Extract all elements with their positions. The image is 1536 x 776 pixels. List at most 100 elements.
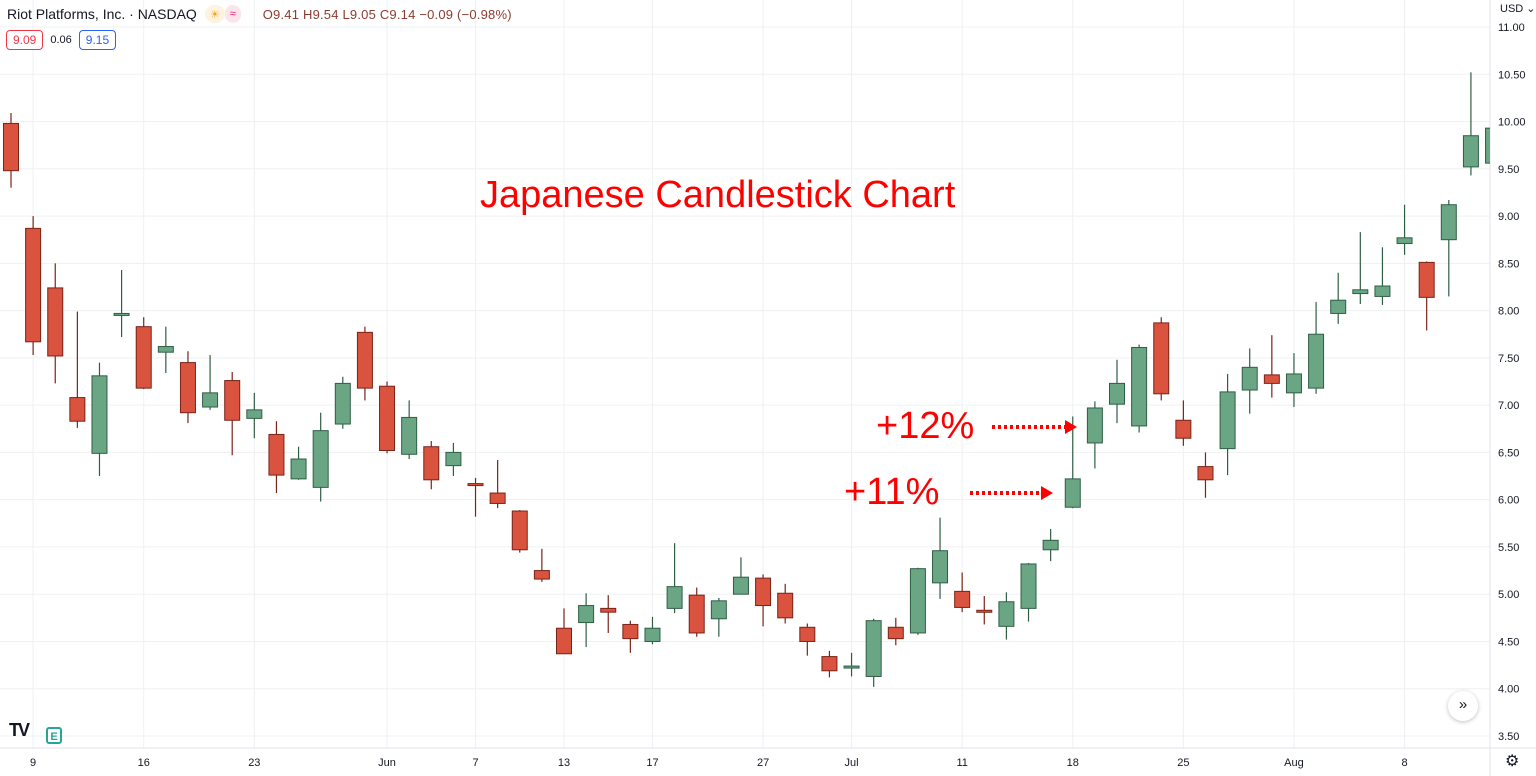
x-tick-label: 23: [248, 757, 260, 769]
candle-down: [179, 362, 196, 414]
annotation-plus-11: +11%: [844, 471, 940, 513]
candle-up: [710, 600, 727, 620]
candle-up: [290, 458, 307, 480]
scroll-to-realtime-button[interactable]: »: [1448, 691, 1478, 721]
candle-up: [1485, 127, 1490, 164]
symbol-header: Riot Platforms, Inc. · NASDAQ ☀ ≈ O9.41 …: [7, 5, 512, 23]
candle-up: [1109, 382, 1125, 405]
earnings-icon[interactable]: E: [46, 727, 62, 744]
candle-up: [1064, 478, 1081, 508]
candle-down: [600, 607, 617, 613]
candle-down: [69, 397, 86, 422]
candle-down: [356, 331, 373, 389]
y-tick-label: 10.00: [1498, 117, 1526, 129]
buy-price-button[interactable]: 9.15: [78, 30, 117, 50]
candle-down: [3, 122, 19, 172]
candle-down: [423, 446, 440, 481]
settings-gear-icon[interactable]: ⚙: [1505, 753, 1520, 770]
y-tick-label: 9.00: [1498, 211, 1519, 223]
candle-down: [224, 380, 241, 421]
candle-down: [976, 609, 993, 613]
candle-up: [113, 312, 130, 316]
x-tick-label: Jun: [378, 757, 396, 769]
x-tick-label: 7: [472, 757, 478, 769]
y-tick-label: 7.50: [1498, 353, 1519, 365]
candle-up: [445, 451, 462, 467]
arrow-to-plus-12-head: [1065, 420, 1077, 434]
currency-dropdown[interactable]: USD ⌄: [1500, 3, 1536, 15]
ohlc-values: O9.41 H9.54 L9.05 C9.14 −0.09 (−0.98%): [262, 6, 512, 22]
candle-up: [1352, 289, 1369, 295]
candle-up: [909, 568, 926, 634]
x-tick-label: 17: [646, 757, 658, 769]
candle-up: [666, 586, 683, 609]
annotation-plus-12: +12%: [876, 405, 975, 447]
candle-down: [1175, 419, 1192, 439]
candle-up: [1086, 407, 1103, 444]
candle-down: [799, 626, 816, 642]
candle-up: [1330, 299, 1347, 314]
candle-up: [1285, 373, 1302, 394]
y-tick-label: 8.50: [1498, 258, 1519, 270]
candle-down: [1197, 466, 1214, 481]
x-tick-label: Aug: [1284, 757, 1304, 769]
candle-up: [1042, 539, 1059, 551]
x-tick-label: 25: [1177, 757, 1189, 769]
candle-up: [843, 665, 860, 669]
candle-up: [998, 601, 1015, 627]
candle-down: [135, 326, 152, 389]
y-tick-label: 3.50: [1498, 731, 1519, 743]
candle-up: [644, 627, 661, 642]
candle-down: [954, 590, 971, 608]
candle-down: [467, 483, 484, 487]
candle-down: [25, 227, 42, 343]
candle-down: [511, 510, 528, 551]
y-tick-label: 8.00: [1498, 306, 1519, 318]
candle-down: [47, 287, 64, 357]
x-tick-label: 11: [956, 757, 967, 769]
y-tick-label: 4.00: [1498, 684, 1519, 696]
candle-down: [688, 594, 705, 634]
x-tick-label: 18: [1067, 757, 1079, 769]
candle-up: [91, 375, 108, 454]
candle-down: [533, 570, 550, 580]
candle-down: [1418, 261, 1435, 298]
spread-value: 0.06: [50, 34, 72, 46]
x-tick-label: 13: [558, 757, 570, 769]
candle-up: [246, 409, 263, 419]
y-tick-label: 6.50: [1498, 447, 1519, 459]
y-tick-label: 4.50: [1498, 636, 1519, 648]
candle-up: [732, 576, 749, 595]
candle-up: [334, 382, 351, 425]
candle-down: [622, 623, 639, 640]
y-tick-label: 5.50: [1498, 542, 1519, 554]
sun-icon[interactable]: ☀: [204, 5, 225, 23]
x-tick-label: 27: [757, 757, 769, 769]
candle-up: [1462, 135, 1479, 168]
candle-up: [401, 416, 418, 455]
candle-up: [1131, 346, 1148, 427]
symbol-title[interactable]: Riot Platforms, Inc. · NASDAQ: [7, 6, 197, 22]
candle-up: [1440, 204, 1457, 241]
candle-up: [1308, 333, 1325, 389]
candle-up: [578, 605, 595, 624]
candle-down: [556, 627, 572, 655]
candle-up: [1219, 391, 1236, 450]
candle-down: [887, 626, 904, 640]
waves-icon[interactable]: ≈: [224, 5, 241, 23]
x-tick-label: 8: [1401, 757, 1407, 769]
chart-title: Japanese Candlestick Chart: [480, 174, 956, 216]
sell-price-button[interactable]: 9.09: [6, 30, 44, 50]
y-tick-label: 10.50: [1498, 69, 1526, 81]
x-tick-label: Jul: [845, 757, 859, 769]
candle-up: [1396, 237, 1413, 244]
candle-up: [932, 550, 949, 584]
candle-down: [755, 577, 772, 607]
candle-up: [157, 346, 174, 353]
candle-down: [379, 385, 396, 452]
tradingview-logo[interactable]: TV: [9, 720, 30, 740]
y-tick-label: 11.00: [1498, 22, 1525, 34]
candle-up: [1374, 285, 1391, 297]
candle-up: [1020, 563, 1037, 609]
